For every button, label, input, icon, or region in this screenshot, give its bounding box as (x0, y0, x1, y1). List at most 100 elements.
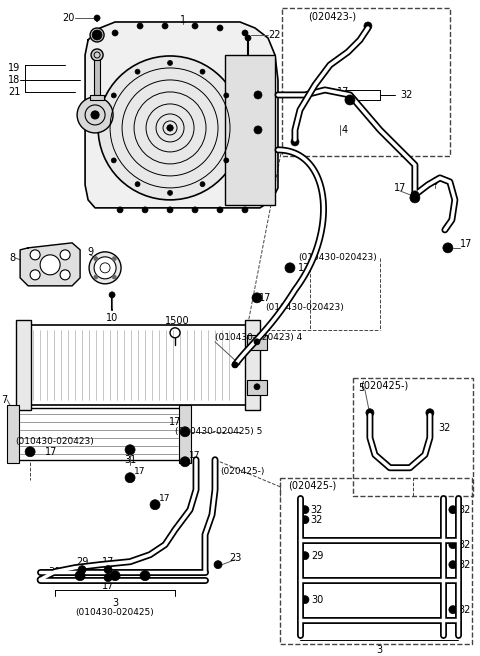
Text: 17: 17 (460, 239, 472, 249)
Circle shape (254, 126, 262, 134)
Circle shape (117, 207, 123, 213)
Text: 17: 17 (45, 447, 58, 457)
Text: 17: 17 (337, 87, 349, 97)
Circle shape (180, 457, 190, 466)
Circle shape (242, 207, 248, 213)
Text: 19: 19 (8, 63, 20, 73)
Circle shape (285, 263, 295, 273)
Text: 9: 9 (87, 247, 93, 257)
Circle shape (125, 473, 135, 483)
Circle shape (112, 30, 118, 36)
Circle shape (301, 552, 309, 560)
Circle shape (110, 571, 120, 581)
Circle shape (449, 506, 457, 514)
Text: 23: 23 (229, 552, 241, 563)
Circle shape (167, 125, 173, 131)
Text: 3: 3 (112, 598, 118, 607)
Text: 30: 30 (311, 594, 323, 605)
Text: 30: 30 (48, 567, 60, 577)
Circle shape (125, 445, 135, 455)
Circle shape (224, 93, 229, 98)
Circle shape (301, 516, 309, 523)
Text: 1500: 1500 (165, 316, 190, 326)
Text: 29: 29 (311, 550, 323, 561)
Circle shape (112, 256, 116, 260)
Circle shape (135, 182, 140, 187)
Circle shape (140, 571, 150, 581)
Circle shape (30, 270, 40, 280)
Text: 31: 31 (124, 455, 136, 464)
Circle shape (98, 56, 242, 200)
Circle shape (426, 409, 434, 417)
Circle shape (200, 182, 205, 187)
Bar (7, 405, 19, 462)
Circle shape (254, 91, 262, 99)
Text: 3: 3 (376, 645, 382, 655)
Bar (247, 380, 267, 395)
Circle shape (291, 138, 299, 146)
Text: 17: 17 (259, 293, 271, 303)
Circle shape (112, 275, 116, 279)
Text: 17: 17 (169, 417, 181, 427)
Text: 32: 32 (459, 504, 471, 515)
Bar (225, 55, 275, 205)
Circle shape (301, 596, 309, 604)
Circle shape (168, 190, 172, 195)
Circle shape (217, 207, 223, 213)
Circle shape (449, 605, 457, 613)
Text: 22: 22 (268, 30, 280, 40)
Text: 4: 4 (342, 125, 348, 135)
Text: 17: 17 (298, 263, 311, 273)
Circle shape (245, 35, 251, 41)
Text: (010430-020423): (010430-020423) (265, 303, 344, 312)
Circle shape (217, 25, 223, 31)
Text: 1: 1 (180, 15, 186, 25)
Circle shape (104, 573, 112, 582)
Circle shape (252, 293, 262, 303)
Circle shape (90, 28, 104, 42)
Circle shape (167, 207, 173, 213)
Text: (020425-): (020425-) (360, 380, 408, 391)
Bar (16, 320, 31, 410)
Circle shape (78, 565, 86, 573)
Circle shape (168, 60, 172, 66)
Bar (247, 335, 267, 350)
Bar (353, 378, 473, 496)
Circle shape (200, 69, 205, 74)
Text: 8: 8 (9, 253, 15, 263)
Bar (90, 95, 104, 100)
Circle shape (449, 541, 457, 548)
Circle shape (192, 23, 198, 29)
Polygon shape (85, 22, 278, 208)
Text: 32: 32 (438, 422, 450, 433)
Circle shape (364, 22, 372, 30)
Circle shape (180, 427, 190, 437)
Text: 32: 32 (311, 515, 323, 525)
Text: (020423-): (020423-) (308, 12, 356, 22)
Circle shape (60, 270, 70, 280)
Text: (010430-020425) 5: (010430-020425) 5 (175, 427, 263, 436)
Text: (010430-020425): (010430-020425) (76, 608, 155, 617)
Circle shape (104, 565, 112, 573)
Circle shape (443, 243, 453, 253)
Circle shape (40, 255, 60, 275)
Circle shape (75, 571, 85, 581)
Text: 32: 32 (459, 560, 471, 569)
Text: 5: 5 (359, 382, 365, 393)
Circle shape (411, 191, 419, 199)
Circle shape (142, 207, 148, 213)
Text: 7: 7 (1, 395, 7, 405)
Circle shape (449, 561, 457, 569)
Circle shape (366, 409, 374, 417)
Circle shape (77, 97, 113, 133)
Circle shape (30, 250, 40, 260)
Circle shape (224, 158, 229, 163)
Text: 21: 21 (8, 87, 20, 97)
Text: 20: 20 (63, 13, 75, 23)
Circle shape (94, 257, 116, 279)
Bar (245, 320, 260, 410)
Circle shape (410, 193, 420, 203)
Circle shape (150, 500, 160, 510)
Circle shape (135, 69, 140, 74)
Text: 17: 17 (102, 581, 114, 590)
